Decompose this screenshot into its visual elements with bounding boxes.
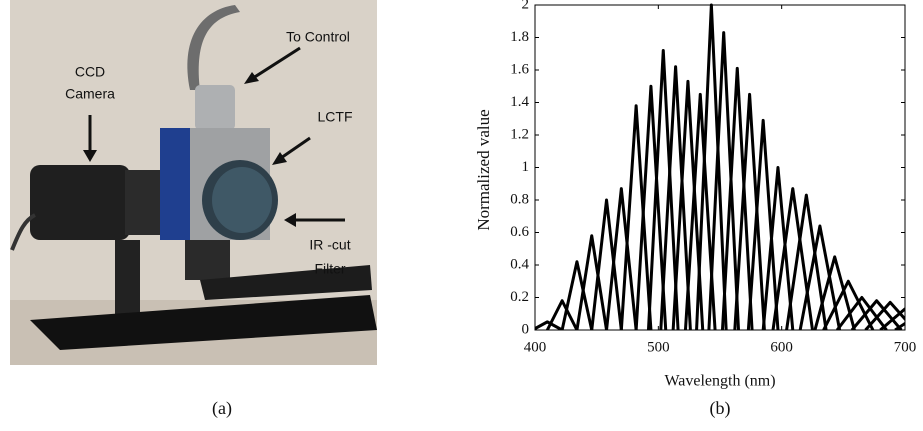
x-axis-title: Wavelength (nm) — [664, 373, 775, 390]
y-axis-title: Normalized value — [474, 109, 493, 230]
band-curve — [545, 299, 579, 330]
y-tick-label: 0.2 — [510, 289, 529, 305]
band-curve — [733, 92, 766, 330]
x-tick-label: 700 — [894, 339, 917, 355]
y-tick-label: 0.8 — [510, 191, 529, 207]
band-curve — [646, 49, 680, 330]
y-tick-label: 0 — [522, 321, 530, 337]
photo-label: Filter — [314, 261, 345, 277]
band-curve — [560, 260, 594, 330]
band-curve — [785, 193, 828, 330]
band-curve — [720, 66, 754, 330]
band-curve — [835, 296, 888, 330]
band-curve — [535, 320, 563, 330]
y-tick-label: 1.8 — [510, 29, 529, 45]
y-tick-label: 2 — [522, 0, 530, 12]
band-curve — [590, 198, 623, 330]
photo-label: CCD — [75, 64, 105, 80]
band-curve — [879, 307, 905, 330]
y-tick-label: 1.6 — [510, 61, 529, 77]
band-curve — [798, 224, 842, 330]
y-tick-label: 0.4 — [510, 256, 529, 272]
band-curve — [619, 104, 653, 330]
photo-label: Camera — [65, 86, 115, 102]
photo-label: To Control — [286, 29, 350, 45]
band-curve — [671, 79, 705, 330]
band-curve — [761, 166, 795, 330]
band-curve — [813, 255, 856, 330]
band-curve — [695, 3, 728, 330]
photo-label: LCTF — [318, 109, 353, 125]
band-curve — [771, 187, 814, 330]
band-curve — [707, 31, 740, 330]
photo: CCD Camera To Control LCTF IR -cut Filte… — [10, 0, 377, 365]
y-tick-label: 1.4 — [510, 94, 529, 110]
y-tick-label: 1 — [522, 159, 530, 175]
band-curve — [605, 187, 638, 330]
band-curve — [634, 84, 668, 330]
plot-area — [535, 3, 905, 330]
photo-label: IR -cut — [309, 237, 350, 253]
x-tick-label: 400 — [524, 339, 547, 355]
band-curve — [864, 300, 905, 330]
band-curve — [894, 321, 905, 330]
band-curve — [575, 234, 609, 330]
band-curve — [683, 92, 717, 330]
band-curve — [746, 118, 780, 330]
x-tick-label: 600 — [770, 339, 793, 355]
x-tick-label: 500 — [647, 339, 670, 355]
y-tick-label: 0.6 — [510, 224, 529, 240]
band-curve — [659, 65, 692, 330]
y-tick-label: 1.2 — [510, 126, 529, 142]
caption: (b) — [710, 398, 731, 419]
caption: (a) — [212, 398, 232, 419]
